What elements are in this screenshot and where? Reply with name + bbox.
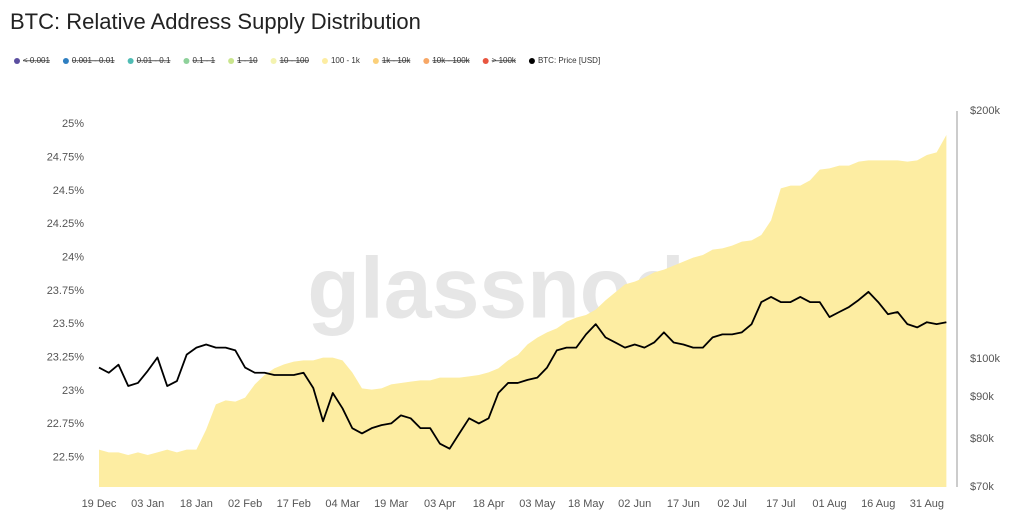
- y2-tick-label: $70k: [970, 481, 994, 493]
- legend-label: BTC: Price [USD]: [538, 56, 600, 65]
- legend-label: 10k - 100k: [432, 56, 470, 65]
- legend-label: 1k - 10k: [382, 56, 411, 65]
- y-tick-label: 24.25%: [47, 218, 85, 230]
- x-tick-label: 17 Feb: [277, 498, 311, 510]
- y-tick-label: 23.75%: [47, 285, 85, 297]
- legend-label: 0.001 - 0.01: [72, 56, 115, 65]
- chart-title: BTC: Relative Address Supply Distributio…: [10, 9, 421, 34]
- legend-marker: [127, 58, 134, 64]
- x-tick-label: 31 Aug: [910, 498, 944, 510]
- legend-marker: [183, 58, 190, 64]
- y-tick-label: 24%: [62, 252, 84, 264]
- x-tick-label: 02 Feb: [228, 498, 262, 510]
- legend-label: > 100k: [492, 56, 517, 65]
- y-tick-label: 25%: [62, 118, 84, 130]
- legend-marker: [270, 58, 277, 64]
- legend-marker: [62, 58, 69, 64]
- y-tick-label: 23.25%: [47, 352, 85, 364]
- x-tick-label: 02 Jul: [717, 498, 746, 510]
- legend-label: < 0.001: [23, 56, 50, 65]
- x-tick-label: 17 Jun: [667, 498, 700, 510]
- legend-marker: [372, 58, 379, 64]
- y-tick-label: 23.5%: [53, 318, 84, 330]
- y2-tick-label: $200k: [970, 105, 1000, 117]
- legend-marker: [14, 58, 20, 64]
- legend-marker: [528, 58, 535, 64]
- x-tick-label: 19 Mar: [374, 498, 409, 510]
- legend-label: 0.1 - 1: [192, 56, 215, 65]
- y2-tick-label: $80k: [970, 433, 994, 445]
- y2-tick-label: $90k: [970, 391, 994, 403]
- legend-label: 100 - 1k: [331, 56, 361, 65]
- legend-marker: [423, 58, 430, 64]
- x-tick-label: 18 Jan: [180, 498, 213, 510]
- x-tick-label: 03 May: [519, 498, 556, 510]
- y2-tick-label: $100k: [970, 353, 1000, 365]
- y-tick-label: 24.5%: [53, 185, 84, 197]
- legend-marker: [228, 58, 235, 64]
- x-tick-label: 03 Jan: [131, 498, 164, 510]
- x-tick-label: 01 Aug: [812, 498, 846, 510]
- area: [99, 135, 947, 487]
- x-tick-label: 04 Mar: [325, 498, 360, 510]
- legend-label: 1 - 10: [237, 56, 258, 65]
- legend-label: 10 - 100: [280, 56, 310, 65]
- legend-label: 0.01 - 0.1: [137, 56, 171, 65]
- x-tick-label: 03 Apr: [424, 498, 456, 510]
- y-tick-label: 24.75%: [47, 152, 85, 164]
- line: [98, 290, 947, 450]
- x-tick-label: 19 Dec: [82, 498, 117, 510]
- x-tick-label: 17 Jul: [766, 498, 795, 510]
- y-tick-label: 22.5%: [53, 452, 84, 464]
- y-tick-label: 22.75%: [47, 418, 85, 430]
- x-tick-label: 18 May: [568, 498, 605, 510]
- x-tick-label: 02 Jun: [618, 498, 651, 510]
- y-tick-label: 23%: [62, 385, 84, 397]
- x-tick-label: 16 Aug: [861, 498, 895, 510]
- x-tick-label: 18 Apr: [473, 498, 505, 510]
- legend-marker: [482, 58, 489, 64]
- legend-marker: [321, 58, 328, 64]
